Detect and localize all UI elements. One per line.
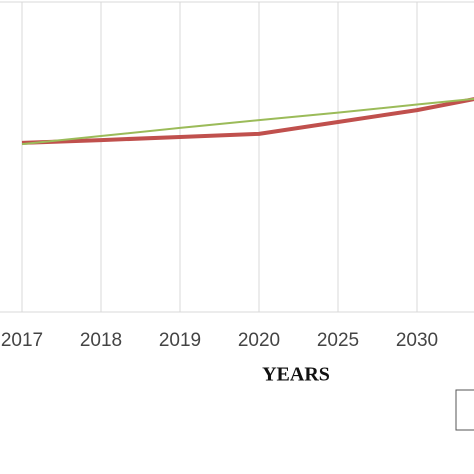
series-line: [21, 97, 474, 146]
series-line: [21, 97, 474, 145]
x-tick-label: 2020: [238, 330, 280, 351]
legend-box: [455, 389, 474, 431]
x-tick-label: 2019: [159, 330, 201, 351]
x-tick-label: 2025: [317, 330, 359, 351]
x-tick-label: 2030: [396, 330, 438, 351]
x-axis-title: YEARS: [262, 364, 330, 386]
x-tick-label: 2018: [80, 330, 122, 351]
x-tick-label: 2017: [1, 330, 43, 351]
